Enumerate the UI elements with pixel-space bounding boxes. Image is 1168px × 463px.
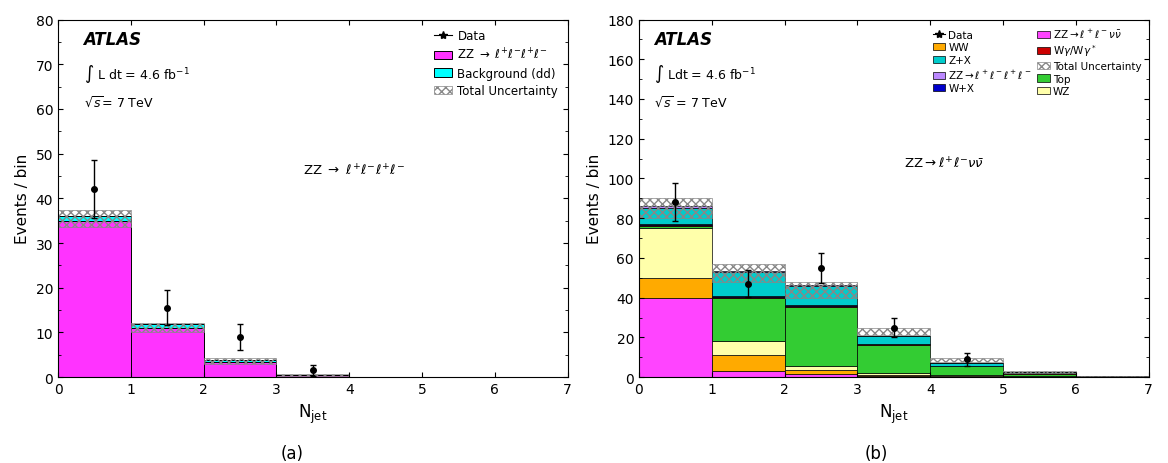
Bar bbox=[711, 371, 785, 377]
Text: ZZ $\rightarrow$ $\ell^{+}\ell^{-}\ell^{+}\ell^{-}$: ZZ $\rightarrow$ $\ell^{+}\ell^{-}\ell^{… bbox=[303, 163, 404, 179]
Bar bbox=[785, 282, 857, 298]
Bar bbox=[785, 366, 857, 370]
Bar bbox=[639, 278, 711, 298]
Bar bbox=[857, 336, 930, 344]
Bar bbox=[711, 342, 785, 356]
Bar bbox=[857, 376, 930, 377]
Bar bbox=[711, 296, 785, 297]
Text: $\sqrt{s}$= 7 TeV: $\sqrt{s}$= 7 TeV bbox=[84, 95, 153, 111]
Text: (b): (b) bbox=[864, 444, 888, 463]
Bar bbox=[58, 210, 131, 228]
Bar bbox=[785, 306, 857, 307]
Bar bbox=[785, 286, 857, 306]
Bar bbox=[639, 207, 711, 209]
X-axis label: N$_{\mathrm{jet}}$: N$_{\mathrm{jet}}$ bbox=[880, 402, 909, 425]
Bar bbox=[203, 362, 277, 377]
Bar bbox=[131, 323, 203, 332]
Legend: Data, ZZ $\rightarrow$ $\ell^{+}\ell^{-}\ell^{+}\ell^{-}$, Background (dd), Tota: Data, ZZ $\rightarrow$ $\ell^{+}\ell^{-}… bbox=[430, 26, 562, 102]
Bar bbox=[639, 298, 711, 377]
Y-axis label: Events / bin: Events / bin bbox=[15, 154, 30, 244]
Text: $\int$ Ldt = 4.6 fb$^{-1}$: $\int$ Ldt = 4.6 fb$^{-1}$ bbox=[654, 63, 756, 85]
Bar bbox=[711, 298, 785, 342]
Bar bbox=[785, 307, 857, 366]
Bar bbox=[639, 225, 711, 227]
Bar bbox=[639, 199, 711, 219]
Bar bbox=[930, 366, 1003, 375]
Bar bbox=[1076, 376, 1148, 377]
Bar bbox=[857, 373, 930, 375]
Bar bbox=[930, 376, 1003, 377]
Bar bbox=[711, 356, 785, 371]
Text: (a): (a) bbox=[280, 444, 304, 463]
X-axis label: N$_{\mathrm{jet}}$: N$_{\mathrm{jet}}$ bbox=[298, 402, 327, 425]
Bar bbox=[1003, 373, 1076, 374]
Bar bbox=[930, 358, 1003, 363]
Bar bbox=[203, 360, 277, 362]
Text: $\int$ L dt = 4.6 fb$^{-1}$: $\int$ L dt = 4.6 fb$^{-1}$ bbox=[84, 63, 189, 85]
Bar bbox=[785, 375, 857, 377]
Y-axis label: Events / bin: Events / bin bbox=[588, 154, 602, 244]
Bar bbox=[639, 209, 711, 225]
Bar bbox=[1003, 374, 1076, 377]
Bar bbox=[857, 375, 930, 376]
Bar bbox=[785, 370, 857, 375]
Bar bbox=[58, 217, 131, 221]
Bar bbox=[1076, 376, 1148, 377]
Bar bbox=[711, 264, 785, 282]
Bar bbox=[277, 375, 349, 377]
Bar bbox=[711, 272, 785, 296]
Text: $\sqrt{s}$ = 7 TeV: $\sqrt{s}$ = 7 TeV bbox=[654, 95, 728, 111]
Bar bbox=[857, 345, 930, 373]
Bar bbox=[930, 375, 1003, 376]
Legend: Data, WW, Z+X, ZZ$\rightarrow\ell^+\ell^-\ell^+\ell^-$, W+X, ZZ$\rightarrow\ell^: Data, WW, Z+X, ZZ$\rightarrow\ell^+\ell^… bbox=[931, 25, 1143, 99]
Bar bbox=[131, 328, 203, 377]
Text: ATLAS: ATLAS bbox=[84, 31, 141, 49]
Bar bbox=[711, 297, 785, 298]
Bar bbox=[203, 359, 277, 364]
Text: ZZ$\rightarrow$$\ell^{+}\ell^{-}$$\nu\bar{\nu}$: ZZ$\rightarrow$$\ell^{+}\ell^{-}$$\nu\ba… bbox=[904, 156, 985, 171]
Bar bbox=[639, 229, 711, 278]
Bar bbox=[857, 328, 930, 336]
Bar bbox=[58, 221, 131, 377]
Bar bbox=[930, 363, 1003, 366]
Bar bbox=[1003, 371, 1076, 373]
Bar bbox=[639, 227, 711, 229]
Bar bbox=[131, 325, 203, 328]
Text: ATLAS: ATLAS bbox=[654, 31, 712, 49]
Bar bbox=[277, 374, 349, 376]
